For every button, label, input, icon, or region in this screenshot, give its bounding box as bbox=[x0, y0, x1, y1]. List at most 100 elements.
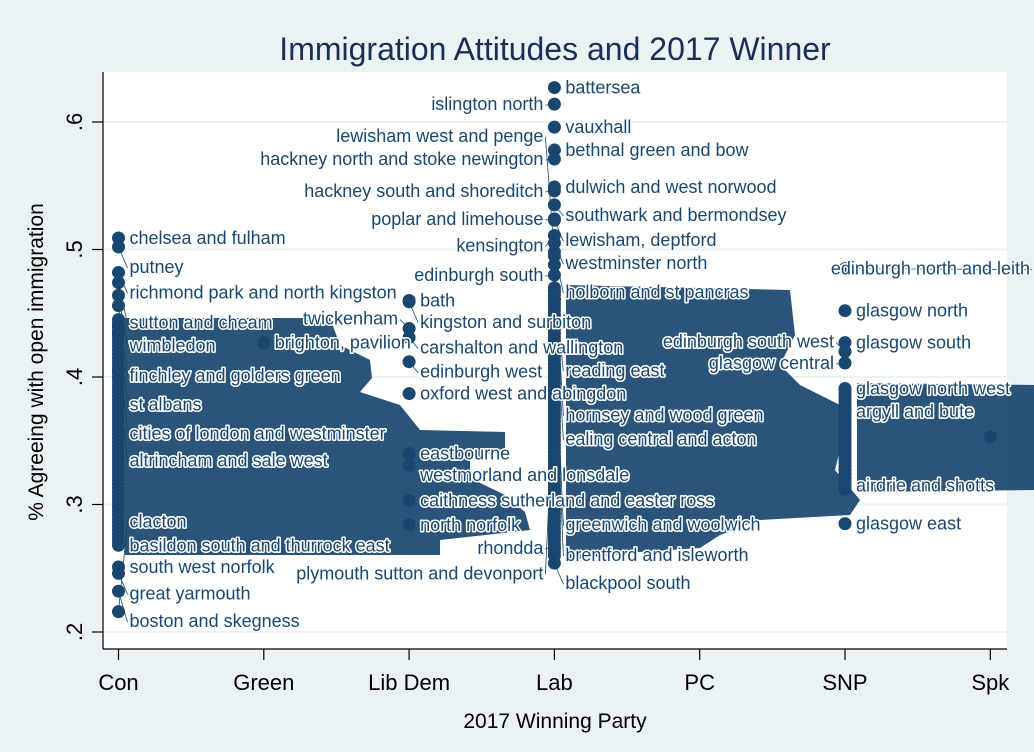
label-leader-line bbox=[118, 573, 128, 595]
data-point bbox=[838, 517, 852, 531]
point-label: glasgow east bbox=[856, 514, 961, 534]
point-label: hackney south and shoreditch bbox=[304, 181, 543, 201]
label-mass bbox=[125, 318, 530, 555]
point-label: basildon south and thurrock east bbox=[130, 535, 390, 555]
chart-title: Immigration Attitudes and 2017 Winner bbox=[279, 31, 831, 67]
label-leader-line bbox=[545, 547, 555, 550]
label-leader-line bbox=[545, 274, 555, 277]
label-leader-line bbox=[554, 290, 564, 372]
point-label: great yarmouth bbox=[130, 583, 251, 603]
data-point bbox=[838, 404, 852, 418]
point-label: brentford and isleworth bbox=[565, 545, 748, 565]
point-label: poplar and limehouse bbox=[371, 209, 543, 229]
point-label: clacton bbox=[130, 512, 187, 532]
label-leader-line bbox=[118, 324, 128, 406]
point-label: st albans bbox=[130, 395, 202, 415]
data-point bbox=[838, 304, 852, 318]
data-point bbox=[112, 538, 125, 552]
point-label: cities of london and westminster bbox=[130, 424, 386, 444]
label-leader-line bbox=[545, 136, 555, 256]
label-leader-line bbox=[118, 522, 128, 612]
point-label: finchley and golders green bbox=[130, 366, 341, 386]
data-point bbox=[547, 81, 561, 95]
label-leader-line bbox=[118, 295, 128, 347]
label-leader-line bbox=[554, 204, 564, 217]
data-point bbox=[257, 336, 271, 350]
point-label: hornsey and wood green bbox=[565, 405, 763, 425]
point-label: brighton, pavilion bbox=[275, 333, 411, 353]
point-label: bethnal green and bow bbox=[565, 140, 749, 160]
data-point bbox=[983, 430, 997, 444]
x-axis-title: 2017 Winning Party bbox=[463, 710, 647, 733]
label-leader-line bbox=[118, 246, 128, 269]
point-label: southwark and bermondsey bbox=[565, 205, 786, 225]
point-label: richmond park and north kingston bbox=[130, 282, 397, 302]
data-point bbox=[402, 518, 416, 532]
label-leader-line bbox=[554, 220, 564, 242]
point-label: edinburgh north and leith bbox=[831, 259, 1030, 279]
point-label: south west norfolk bbox=[130, 557, 276, 577]
label-leader-line bbox=[554, 562, 564, 585]
label-leader-line bbox=[408, 361, 419, 373]
point-label: boston and skegness bbox=[130, 611, 300, 631]
data-point bbox=[838, 478, 852, 492]
point-label: airdrie and shotts bbox=[856, 475, 994, 495]
label-leader-lines bbox=[118, 103, 1033, 623]
point-label: westmorland and lonsdale bbox=[419, 465, 629, 485]
label-leader-line bbox=[554, 242, 564, 265]
point-label: hackney north and stoke newington bbox=[260, 149, 543, 169]
label-leader-line bbox=[554, 324, 564, 526]
point-label: edinburgh west bbox=[420, 362, 542, 382]
label-leader-line bbox=[844, 268, 1033, 271]
x-tick-label: PC bbox=[684, 670, 715, 695]
point-label: lewisham, deptford bbox=[565, 230, 716, 250]
axes: .2 .3 .4 .5 .6 Con Green Lib Dem Lab PC SNP Spk bbox=[62, 72, 1010, 695]
point-label: holborn and st pancras bbox=[565, 282, 748, 302]
point-label: edinburgh south west bbox=[663, 332, 834, 352]
label-leader-line bbox=[545, 103, 555, 106]
point-label: westminster north bbox=[564, 253, 707, 273]
y-tick-label: .4 bbox=[62, 368, 87, 386]
point-label: vauxhall bbox=[565, 117, 631, 137]
point-label: glasgow north bbox=[856, 301, 968, 321]
point-label: carshalton and wallington bbox=[420, 337, 623, 357]
point-label: lewisham west and penge bbox=[336, 126, 543, 146]
point-label: plymouth sutton and devonport bbox=[296, 563, 543, 583]
data-point bbox=[402, 494, 416, 508]
label-leader-line bbox=[554, 299, 564, 441]
point-label: rhondda bbox=[477, 538, 544, 558]
point-label: glasgow central bbox=[709, 353, 834, 373]
point-label: reading east bbox=[565, 360, 664, 380]
point-label: putney bbox=[130, 257, 184, 277]
x-tick-label: Green bbox=[233, 670, 294, 695]
label-leader-line bbox=[835, 342, 846, 352]
data-point bbox=[402, 447, 416, 460]
y-tick-label: .6 bbox=[62, 113, 87, 131]
x-tick-label: Con bbox=[98, 670, 138, 695]
point-label: wimbledon bbox=[129, 335, 216, 355]
y-axis-title: % Agreeing with open immigration bbox=[25, 203, 48, 521]
point-label: greenwich and woolwich bbox=[565, 515, 760, 535]
x-tick-label: Spk bbox=[971, 670, 1010, 695]
label-leader-line bbox=[118, 305, 128, 377]
point-label: islington north bbox=[431, 94, 543, 114]
label-leader-line bbox=[118, 333, 128, 435]
point-label: dulwich and west norwood bbox=[565, 177, 776, 197]
label-leader-line bbox=[408, 337, 419, 349]
point-label: glasgow north west bbox=[856, 378, 1010, 398]
point-label: kensington bbox=[456, 235, 543, 255]
point-label: bath bbox=[420, 291, 455, 311]
point-label: blackpool south bbox=[565, 573, 690, 593]
point-label: eastbourne bbox=[420, 444, 510, 464]
data-point bbox=[547, 120, 561, 134]
point-label: kingston and surbiton bbox=[420, 312, 591, 332]
y-tick-label: .3 bbox=[62, 495, 87, 513]
label-leader-line bbox=[118, 370, 128, 462]
label-leader-line bbox=[545, 383, 555, 575]
point-labels: chelsea and fulham putney richmond park an… bbox=[127, 76, 1032, 633]
point-label: ealing central and acton bbox=[565, 429, 756, 449]
data-point bbox=[547, 143, 561, 157]
data-points bbox=[112, 81, 997, 619]
x-tick-label: SNP bbox=[822, 670, 867, 695]
point-label: edinburgh south bbox=[414, 265, 543, 285]
